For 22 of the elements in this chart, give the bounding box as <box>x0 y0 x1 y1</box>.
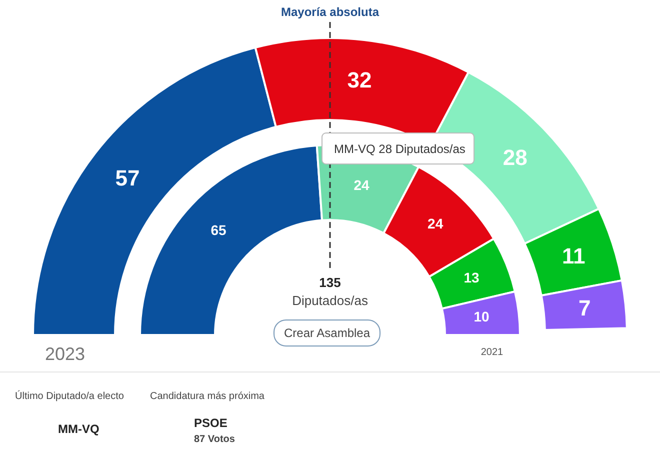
data-label: 10 <box>474 308 490 324</box>
text: MM-VQ <box>58 422 100 436</box>
data-label: 28 <box>502 145 528 170</box>
text: Diputados/as <box>292 293 368 308</box>
data-label: 65 <box>210 222 226 238</box>
slice-label: 2023 <box>44 344 86 364</box>
data-label: 7 <box>578 295 591 320</box>
slice-label: 2021 <box>480 347 504 358</box>
text: Candidatura más próxima <box>150 391 265 402</box>
text: Mayoría absoluta <box>280 5 380 19</box>
data-label: 13 <box>464 269 480 286</box>
text: Crear Asamblea <box>284 326 370 340</box>
text: 135 <box>319 275 341 290</box>
data-label: 57 <box>115 165 140 190</box>
text: MM-VQ 28 Diputados/as <box>334 142 466 156</box>
text: 87 Votos <box>194 434 236 445</box>
data-label: 24 <box>428 216 444 232</box>
data-label: 32 <box>347 68 372 93</box>
data-label: 11 <box>562 243 586 268</box>
text: PSOE <box>194 416 228 430</box>
text: Último Diputado/a electo <box>15 390 124 402</box>
data-label: 24 <box>354 176 370 193</box>
